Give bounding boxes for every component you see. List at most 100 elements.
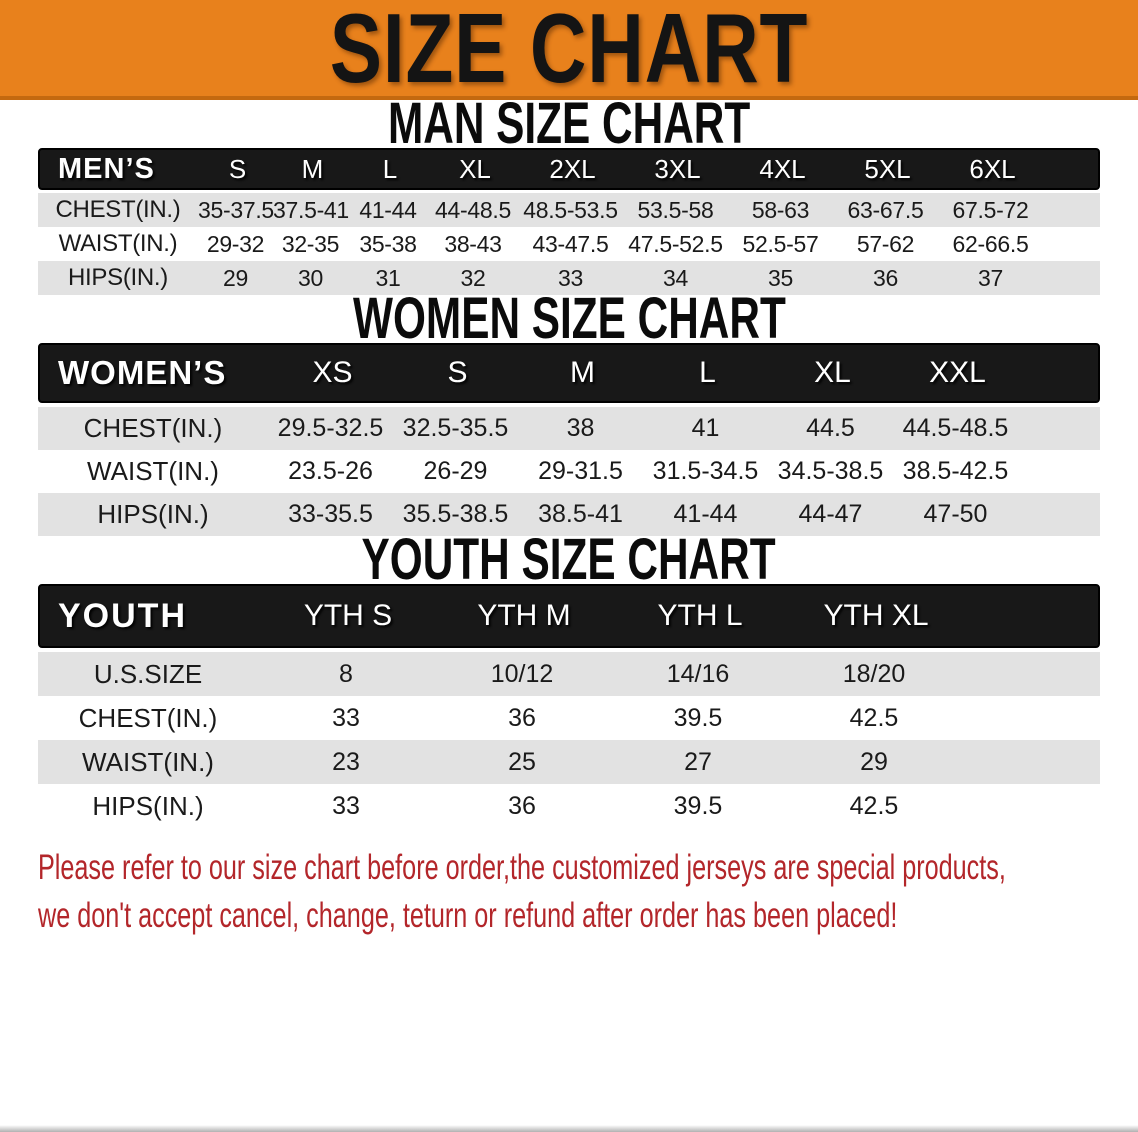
size-cell: 31.5-34.5 [652,457,759,485]
men-size-table: MEN’S S M L XL 2XL 3XL 4XL 5XL 6XL CHEST(IN.) 35-37… [38,148,1100,295]
size-cell: 32 [460,264,486,291]
row-label: U.S.SIZE [93,658,203,689]
man-section-heading-text: MAN SIZE CHART [387,91,751,156]
size-column-header: M [570,356,595,389]
size-cell: 44.5-48.5 [902,414,1009,442]
page-title: SIZE CHART [329,0,809,103]
size-cell: 39.5 [673,703,723,732]
size-cell: 32-35 [281,230,340,257]
measurement-row: CHEST(IN.) 35-37.5 37.5-41 41-44 44-48.5 48.5… [38,193,1100,227]
size-column-header: 3XL [654,153,701,184]
size-cell: 44-47 [798,500,863,528]
size-cell: 27 [684,747,712,776]
youth-size-table: YOUTH YTH S YTH M YTH L YTH XL U.S.SIZE 8 10/12… [38,584,1100,828]
size-cell: 14/16 [666,659,730,688]
size-cell: 38.5-41 [538,500,623,528]
size-cell: 25 [508,747,536,776]
size-cell: 29 [223,264,248,291]
measurement-row: WAIST(IN.) 29-32 32-35 35-38 38-43 43-47.5 47.… [38,227,1100,261]
row-label: CHEST(IN.) [78,702,218,733]
size-cell: 23 [332,747,360,776]
size-cell: 52.5-57 [742,230,819,257]
row-label: WAIST(IN.) [58,230,178,257]
size-column-header: L [699,356,716,389]
size-column-header: YTH S [303,599,393,632]
measurement-row: HIPS(IN.) 33 36 39.5 42.5 [38,784,1100,828]
size-chart-banner: SIZE CHART [0,0,1138,100]
row-label: CHEST(IN.) [83,413,223,443]
size-cell: 35-37.5 [198,196,274,223]
size-cell: 47-50 [923,500,988,528]
measurement-row: HIPS(IN.) 29 30 31 32 33 34 35 36 37 [38,261,1100,295]
size-cell: 44.5 [806,414,855,442]
disclaimer-line-2: we don't accept cancel, change, teturn o… [38,892,1138,940]
size-cell: 48.5-53.5 [523,196,618,223]
size-cell: 53.5-58 [637,196,714,223]
size-cell: 39.5 [673,791,723,820]
men-table-body: CHEST(IN.) 35-37.5 37.5-41 41-44 44-48.5 48.5… [38,193,1100,295]
size-cell: 63-67.5 [847,196,924,223]
size-cell: 33 [558,264,583,291]
size-cell: 43-47.5 [532,230,609,257]
size-cell: 41 [691,414,720,442]
measurement-row: U.S.SIZE 8 10/12 14/16 18/20 [38,652,1100,696]
size-cell: 62-66.5 [952,230,1029,257]
row-label: HIPS(IN.) [68,264,168,291]
size-cell: 29-32 [206,230,265,257]
size-cell: 10/12 [490,659,554,688]
size-cell: 47.5-52.5 [628,230,723,257]
size-column-header: 6XL [969,153,1016,184]
men-header-bar: MEN’S S M L XL 2XL 3XL 4XL 5XL 6XL [38,148,1100,190]
size-cell: 44-48.5 [435,196,511,223]
size-cell: 29.5-32.5 [277,414,384,442]
row-label: HIPS(IN.) [92,790,204,821]
size-column-header: XL [814,356,851,389]
size-cell: 31 [375,264,401,291]
row-label: CHEST(IN.) [55,196,181,223]
women-corner-label: WOMEN’S [58,354,227,391]
disclaimer-line-1: Please refer to our size chart before or… [38,844,1138,892]
women-section-heading: WOMEN SIZE CHART [0,286,1138,351]
measurement-row: WAIST(IN.) 23 25 27 29 [38,740,1100,784]
size-column-header: XL [459,153,491,184]
size-column-header: S [447,356,468,389]
size-column-header: M [301,153,324,184]
size-column-header: YTH XL [823,599,929,632]
size-cell: 35 [768,264,793,291]
size-column-header: YTH M [477,599,571,632]
row-label: WAIST(IN.) [82,746,214,777]
size-cell: 36 [508,703,536,732]
size-cell: 57-62 [856,230,915,257]
size-cell: 33 [332,703,360,732]
youth-corner-label: YOUTH [58,596,187,635]
men-corner-label: MEN’S [58,152,155,185]
size-cell: 23.5-26 [288,457,373,485]
size-cell: 58-63 [751,196,810,223]
women-table-body: CHEST(IN.) 29.5-32.5 32.5-35.5 38 41 44.5 44.5… [38,407,1100,536]
women-section-heading-text: WOMEN SIZE CHART [352,286,786,351]
size-column-header: L [382,153,398,184]
size-cell: 41-44 [673,500,738,528]
size-cell: 32.5-35.5 [402,414,509,442]
size-cell: 18/20 [842,659,906,688]
size-column-header: S [228,153,247,184]
size-cell: 36 [508,791,536,820]
youth-section-heading: YOUTH SIZE CHART [0,531,1138,589]
size-cell: 37 [978,264,1003,291]
bottom-edge-shadow [0,1125,1138,1132]
size-cell: 8 [339,659,353,688]
size-cell: 42.5 [849,791,899,820]
youth-table-body: U.S.SIZE 8 10/12 14/16 18/20 CHEST(IN.) 33 36 39… [38,652,1100,828]
size-cell: 34 [663,264,688,291]
disclaimer-line-2-text: we don't accept cancel, change, teturn o… [38,896,898,935]
size-column-header: 2XL [549,153,596,184]
size-cell: 30 [298,264,323,291]
size-cell: 38 [566,414,595,442]
size-column-header: XS [312,356,353,389]
size-cell: 38.5-42.5 [902,457,1009,485]
size-cell: 35.5-38.5 [402,500,509,528]
size-cell: 29-31.5 [538,457,623,485]
youth-header-bar: YOUTH YTH S YTH M YTH L YTH XL [38,584,1100,648]
measurement-row: WAIST(IN.) 23.5-26 26-29 29-31.5 31.5-34.5 34… [38,450,1100,493]
disclaimer-text: Please refer to our size chart before or… [0,844,1138,940]
